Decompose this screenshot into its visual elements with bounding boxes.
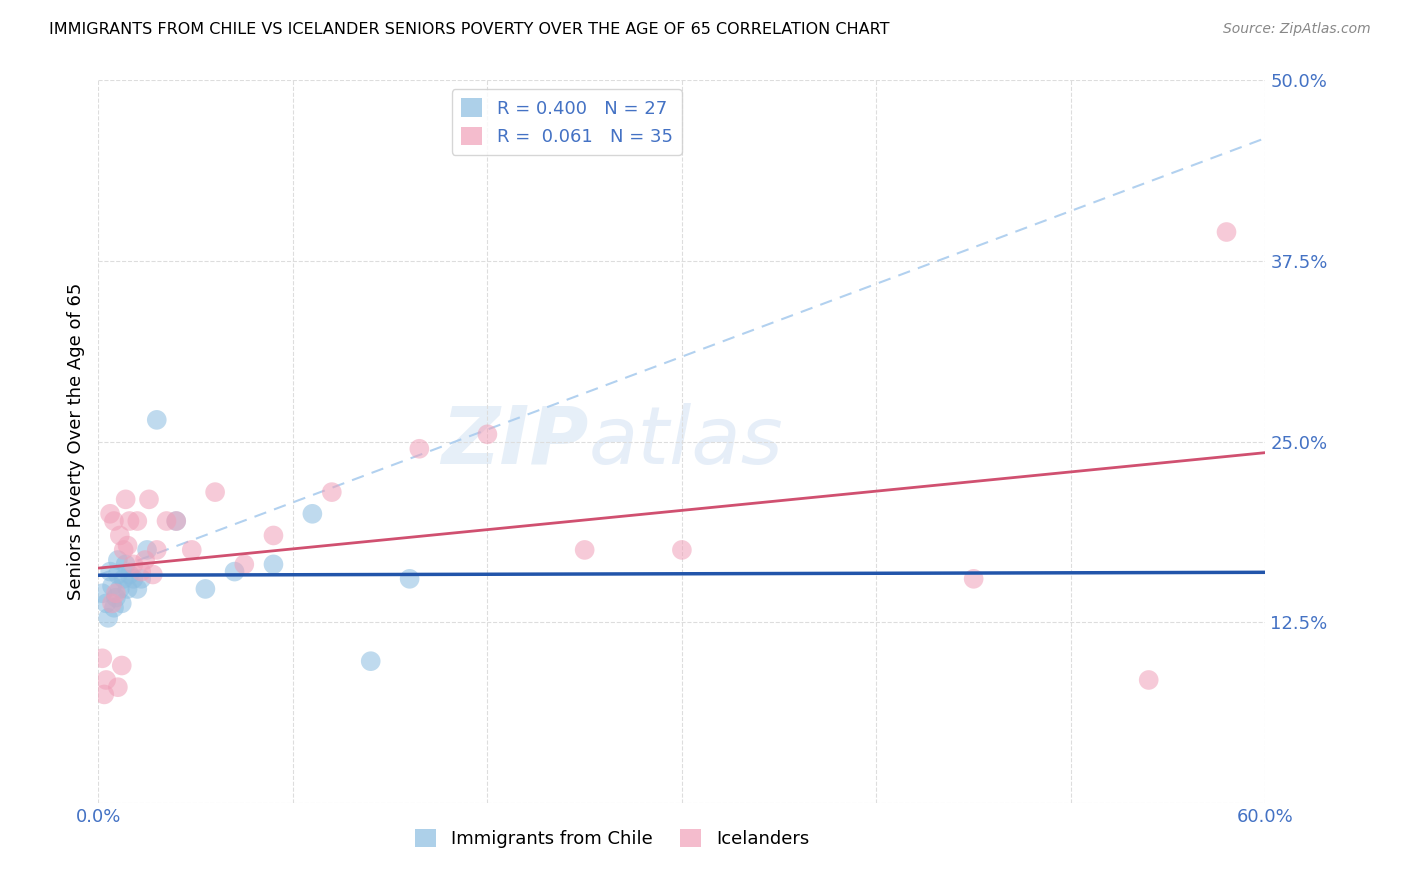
Point	[129, 565, 152, 579]
Point	[180, 542, 202, 557]
Point	[117, 582, 139, 596]
Point	[301, 507, 323, 521]
Point	[129, 572, 152, 586]
Point	[112, 572, 135, 586]
Point	[962, 572, 984, 586]
Point	[107, 567, 129, 582]
Point	[194, 582, 217, 596]
Point	[118, 514, 141, 528]
Legend: Immigrants from Chile, Icelanders: Immigrants from Chile, Icelanders	[408, 822, 817, 855]
Point	[165, 514, 187, 528]
Point	[101, 579, 124, 593]
Point	[204, 485, 226, 500]
Point	[103, 600, 125, 615]
Point	[574, 542, 596, 557]
Point	[142, 567, 165, 582]
Point	[107, 680, 129, 694]
Point	[262, 558, 284, 572]
Point	[114, 492, 136, 507]
Point	[112, 542, 135, 557]
Text: Source: ZipAtlas.com: Source: ZipAtlas.com	[1223, 22, 1371, 37]
Point	[398, 572, 420, 586]
Point	[96, 596, 118, 610]
Point	[146, 542, 169, 557]
Point	[233, 558, 256, 572]
Point	[134, 553, 156, 567]
Point	[671, 542, 693, 557]
Point	[111, 658, 134, 673]
Point	[107, 553, 129, 567]
Point	[122, 572, 145, 586]
Point	[96, 673, 118, 687]
Point	[98, 565, 121, 579]
Point	[118, 567, 141, 582]
Point	[114, 558, 136, 572]
Point	[127, 514, 149, 528]
Point	[104, 586, 127, 600]
Point	[127, 582, 149, 596]
Text: ZIP: ZIP	[441, 402, 589, 481]
Point	[138, 492, 160, 507]
Point	[98, 507, 121, 521]
Point	[101, 596, 124, 610]
Point	[117, 539, 139, 553]
Point	[108, 528, 131, 542]
Point	[104, 591, 127, 605]
Point	[477, 427, 499, 442]
Point	[136, 542, 159, 557]
Point	[262, 528, 284, 542]
Point	[155, 514, 177, 528]
Point	[1137, 673, 1160, 687]
Point	[91, 651, 114, 665]
Point	[1215, 225, 1237, 239]
Point	[108, 582, 131, 596]
Point	[321, 485, 343, 500]
Point	[360, 654, 382, 668]
Point	[103, 514, 125, 528]
Text: IMMIGRANTS FROM CHILE VS ICELANDER SENIORS POVERTY OVER THE AGE OF 65 CORRELATIO: IMMIGRANTS FROM CHILE VS ICELANDER SENIO…	[49, 22, 890, 37]
Point	[91, 586, 114, 600]
Point	[111, 596, 134, 610]
Point	[97, 611, 120, 625]
Point	[122, 558, 145, 572]
Point	[408, 442, 430, 456]
Point	[165, 514, 187, 528]
Text: atlas: atlas	[589, 402, 783, 481]
Point	[146, 413, 169, 427]
Point	[224, 565, 246, 579]
Point	[93, 687, 115, 701]
Y-axis label: Seniors Poverty Over the Age of 65: Seniors Poverty Over the Age of 65	[66, 283, 84, 600]
